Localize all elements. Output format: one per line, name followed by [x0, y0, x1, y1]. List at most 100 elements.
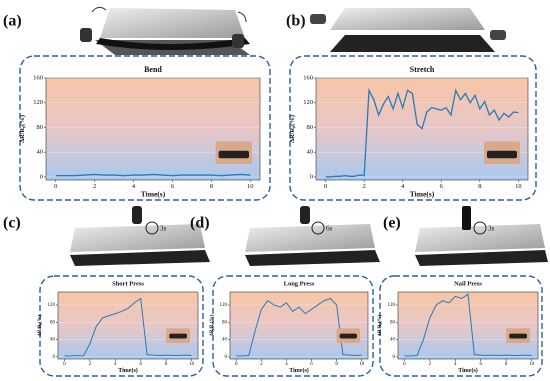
inset-sensor	[218, 150, 249, 159]
y-tick-label: 0	[225, 355, 228, 360]
chart-title: Stretch	[410, 65, 435, 74]
plot-area	[229, 291, 369, 360]
x-axis-label: Time(s)	[118, 367, 138, 374]
x-tick-label: 6	[139, 362, 142, 367]
panel-frame	[19, 55, 271, 201]
x-tick-label: 6	[479, 362, 482, 367]
x-tick-label: 10	[189, 362, 195, 367]
inset-sensor	[169, 333, 187, 339]
y-tick-label: 40	[307, 149, 314, 156]
x-tick-label: 4	[114, 362, 117, 367]
y-axis-label: ΔR/R₀(%)	[19, 115, 26, 143]
y-tick-label: 0	[53, 355, 56, 360]
x-tick-label: 2	[260, 362, 263, 367]
x-tick-label: 4	[401, 183, 405, 190]
x-tick-label: 2	[429, 362, 432, 367]
y-axis-label: ΔR/R₀(%)	[210, 314, 215, 336]
y-tick-label: 0	[393, 355, 396, 360]
y-tick-label: 80	[37, 124, 44, 131]
data-line	[64, 297, 192, 357]
y-tick-label: 120	[33, 99, 43, 106]
annotation: 3s	[160, 225, 167, 233]
y-tick-label: 0	[40, 173, 43, 180]
panel-frame	[379, 275, 543, 377]
x-axis-label: Time(s)	[458, 367, 478, 374]
data-line	[404, 293, 532, 357]
x-tick-label: 0	[235, 362, 238, 367]
y-tick-label: 120	[48, 303, 56, 308]
x-tick-label: 10	[247, 183, 254, 190]
illustration-bend	[80, 6, 250, 55]
inset-sensor	[486, 150, 517, 159]
y-axis-label: ΔR/R₀(%)	[378, 314, 383, 336]
y-tick-label: 40	[222, 338, 228, 343]
y-tick-label: 80	[222, 320, 228, 325]
panel-frame	[212, 275, 374, 377]
y-tick-label: 80	[390, 320, 396, 325]
illustration-stretch	[310, 8, 506, 52]
chart-title: Short Press	[112, 280, 144, 287]
inset-sensor	[339, 333, 357, 339]
x-tick-label: 2	[363, 183, 366, 190]
y-axis-label: ΔR/R₀(%)	[38, 314, 43, 336]
x-tick-label: 8	[165, 362, 168, 367]
panel-label: (c)	[3, 215, 21, 232]
y-tick-label: 160	[303, 74, 313, 81]
annotation: 6s	[326, 225, 333, 233]
x-tick-label: 2	[93, 183, 96, 190]
chart-title: Nail Press	[454, 280, 482, 287]
panel-frame	[289, 55, 537, 201]
x-tick-label: 6	[310, 362, 313, 367]
chart-panel: 0 40 80 120 0 2 4 6 8 10 Nail Press Time(s) ΔR/R₀(%)	[378, 275, 543, 377]
chart-title: Bend	[144, 65, 162, 74]
y-tick-label: 0	[310, 173, 313, 180]
panel-label: (e)	[383, 215, 401, 232]
plot-area	[57, 291, 199, 360]
y-tick-label: 80	[50, 320, 56, 325]
y-tick-label: 40	[390, 338, 396, 343]
data-line	[55, 173, 251, 177]
panel-label: (d)	[190, 215, 210, 232]
panel-frame	[39, 275, 204, 377]
panel-label: (b)	[286, 13, 306, 30]
inset-sensor	[509, 333, 527, 339]
x-tick-label: 0	[54, 183, 57, 190]
x-tick-label: 8	[335, 362, 338, 367]
x-tick-label: 4	[132, 183, 136, 190]
chart-title: Long Press	[284, 280, 315, 287]
x-tick-label: 0	[403, 362, 406, 367]
chart-panel: 0 40 80 120 160 0 2 4 6 8 10 Bend Time(s) ΔR/R₀(%)	[19, 55, 271, 201]
plot-area	[397, 291, 539, 360]
annotation: 3s	[488, 225, 495, 233]
x-tick-label: 6	[440, 183, 444, 190]
x-tick-label: 10	[515, 183, 522, 190]
x-tick-label: 8	[505, 362, 508, 367]
y-tick-label: 40	[37, 149, 44, 156]
x-tick-label: 4	[454, 362, 457, 367]
x-axis-label: Time(s)	[410, 190, 435, 199]
data-line	[325, 87, 519, 178]
y-tick-label: 40	[50, 338, 56, 343]
chart-panel: 0 40 80 120 0 2 4 6 8 10 Short Press Time(s) ΔR/R₀(%…	[38, 275, 204, 377]
chart-panel: 0 40 80 120 160 0 2 4 6 8 10 Stretch Time(s) ΔR/R₀(%)	[289, 55, 537, 201]
x-tick-label: 8	[478, 183, 481, 190]
x-axis-label: Time(s)	[141, 190, 166, 199]
x-tick-label: 4	[285, 362, 288, 367]
y-axis-label: ΔR/R₀(%)	[289, 115, 296, 143]
x-tick-label: 10	[359, 362, 365, 367]
y-tick-label: 120	[220, 303, 228, 308]
plot-area	[45, 77, 261, 181]
x-tick-label: 0	[324, 183, 327, 190]
y-tick-label: 160	[33, 74, 43, 81]
y-tick-label: 120	[388, 303, 396, 308]
panel-label: (a)	[3, 13, 22, 30]
x-tick-label: 6	[171, 183, 175, 190]
x-tick-label: 0	[63, 362, 66, 367]
illustration-press	[70, 206, 548, 266]
x-tick-label: 10	[529, 362, 535, 367]
y-tick-label: 120	[303, 99, 313, 106]
x-tick-label: 8	[210, 183, 213, 190]
chart-panel: 0 40 80 120 0 2 4 6 8 10 Long Press Time(s) ΔR/R₀(%)	[210, 275, 374, 377]
x-axis-label: Time(s)	[289, 367, 309, 374]
